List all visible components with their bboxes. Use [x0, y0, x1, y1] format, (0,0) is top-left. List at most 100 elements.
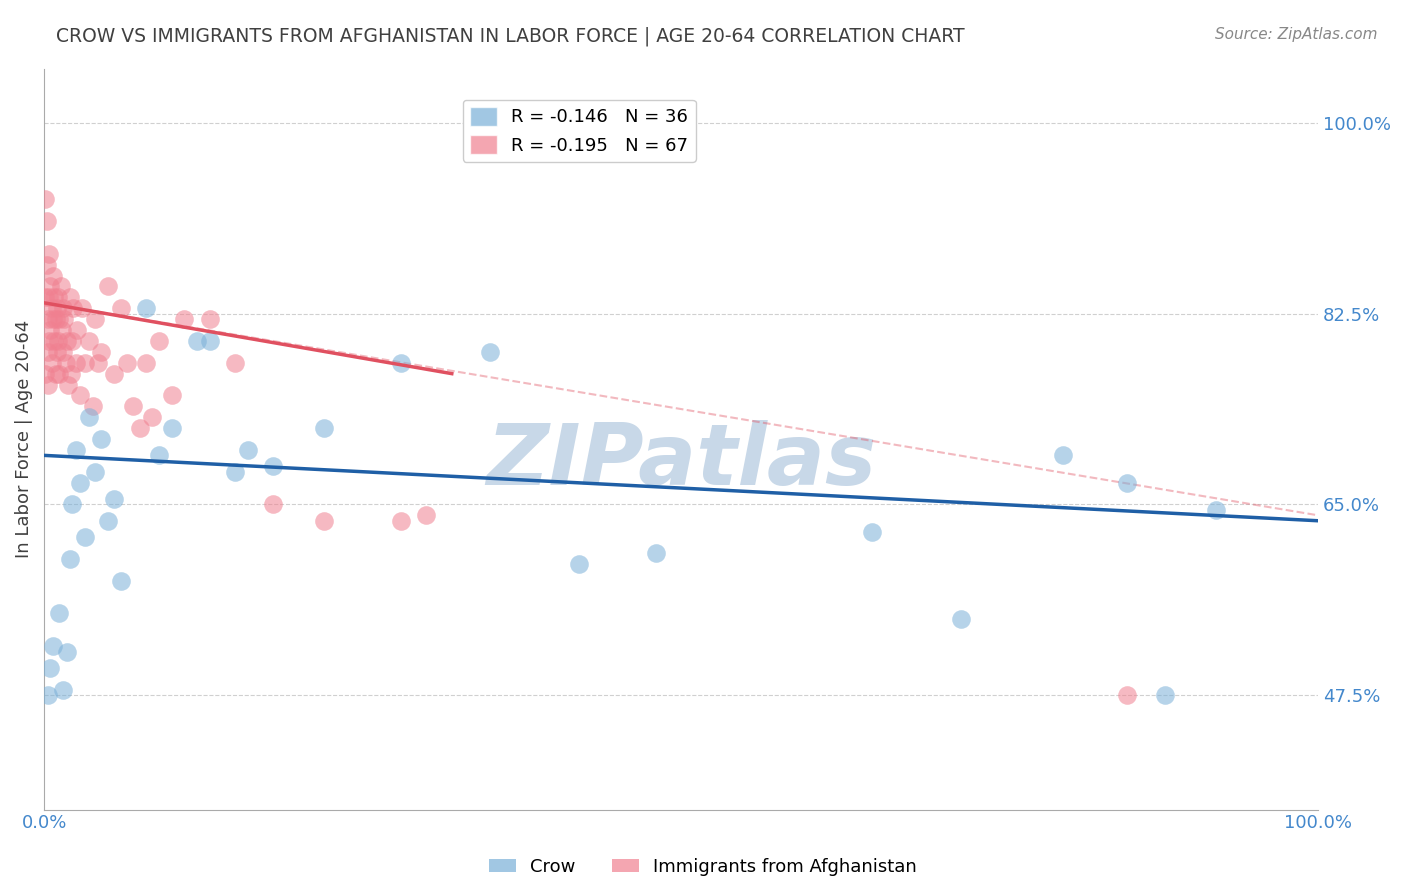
Point — [46, 290, 69, 304]
Point — [34, 290, 56, 304]
Point — [97, 514, 120, 528]
Point — [39, 661, 62, 675]
Point — [73, 530, 96, 544]
Point — [950, 612, 973, 626]
Point — [141, 410, 163, 425]
Point — [44, 334, 66, 348]
Point — [39, 323, 62, 337]
Point — [160, 388, 183, 402]
Point — [56, 644, 79, 658]
Point — [262, 497, 284, 511]
Point — [46, 334, 69, 348]
Point — [41, 301, 63, 316]
Point — [66, 323, 89, 337]
Point — [48, 367, 70, 381]
Point — [69, 475, 91, 490]
Point — [34, 192, 56, 206]
Point — [103, 491, 125, 506]
Point — [38, 247, 60, 261]
Point — [72, 301, 94, 316]
Point — [35, 214, 58, 228]
Point — [1154, 688, 1177, 702]
Point — [82, 400, 104, 414]
Point — [38, 290, 60, 304]
Point — [103, 367, 125, 381]
Point — [37, 344, 59, 359]
Point — [148, 449, 170, 463]
Point — [122, 400, 145, 414]
Point — [84, 465, 107, 479]
Point — [415, 508, 437, 523]
Point — [37, 377, 59, 392]
Point — [56, 334, 79, 348]
Y-axis label: In Labor Force | Age 20-64: In Labor Force | Age 20-64 — [15, 320, 32, 558]
Point — [198, 312, 221, 326]
Point — [45, 344, 67, 359]
Text: Source: ZipAtlas.com: Source: ZipAtlas.com — [1215, 27, 1378, 42]
Point — [65, 442, 87, 457]
Point — [389, 514, 412, 528]
Point — [262, 459, 284, 474]
Point — [62, 301, 84, 316]
Point — [148, 334, 170, 348]
Point — [42, 639, 65, 653]
Point — [1116, 475, 1139, 490]
Point — [45, 312, 67, 326]
Point — [115, 356, 138, 370]
Point — [568, 558, 591, 572]
Point — [224, 356, 246, 370]
Point — [77, 334, 100, 348]
Point — [389, 356, 412, 370]
Point — [173, 312, 195, 326]
Point — [37, 312, 59, 326]
Point — [51, 323, 73, 337]
Point — [53, 312, 76, 326]
Point — [198, 334, 221, 348]
Point — [60, 497, 83, 511]
Point — [1052, 449, 1074, 463]
Point — [35, 258, 58, 272]
Point — [41, 356, 63, 370]
Point — [60, 334, 83, 348]
Point — [58, 377, 80, 392]
Point — [58, 552, 80, 566]
Point — [37, 688, 59, 702]
Point — [97, 279, 120, 293]
Point — [42, 268, 65, 283]
Legend: Crow, Immigrants from Afghanistan: Crow, Immigrants from Afghanistan — [482, 851, 924, 883]
Point — [69, 388, 91, 402]
Point — [86, 356, 108, 370]
Point — [34, 367, 56, 381]
Point — [110, 574, 132, 588]
Point — [236, 442, 259, 457]
Point — [38, 334, 60, 348]
Point — [135, 356, 157, 370]
Point — [160, 421, 183, 435]
Point — [48, 312, 70, 326]
Text: CROW VS IMMIGRANTS FROM AFGHANISTAN IN LABOR FORCE | AGE 20-64 CORRELATION CHART: CROW VS IMMIGRANTS FROM AFGHANISTAN IN L… — [56, 27, 965, 46]
Point — [73, 356, 96, 370]
Point — [186, 334, 208, 348]
Point — [52, 344, 75, 359]
Legend: R = -0.146   N = 36, R = -0.195   N = 67: R = -0.146 N = 36, R = -0.195 N = 67 — [463, 100, 696, 162]
Point — [479, 344, 502, 359]
Point — [314, 514, 336, 528]
Point — [1116, 688, 1139, 702]
Point — [224, 465, 246, 479]
Point — [52, 301, 75, 316]
Point — [1205, 503, 1227, 517]
Point — [58, 290, 80, 304]
Text: ZIPatlas: ZIPatlas — [486, 420, 876, 503]
Point — [84, 312, 107, 326]
Point — [48, 607, 70, 621]
Point — [42, 312, 65, 326]
Point — [90, 432, 112, 446]
Point — [39, 279, 62, 293]
Point — [314, 421, 336, 435]
Point — [90, 344, 112, 359]
Point — [45, 301, 67, 316]
Point — [644, 546, 666, 560]
Point — [55, 356, 77, 370]
Point — [65, 356, 87, 370]
Point — [49, 279, 72, 293]
